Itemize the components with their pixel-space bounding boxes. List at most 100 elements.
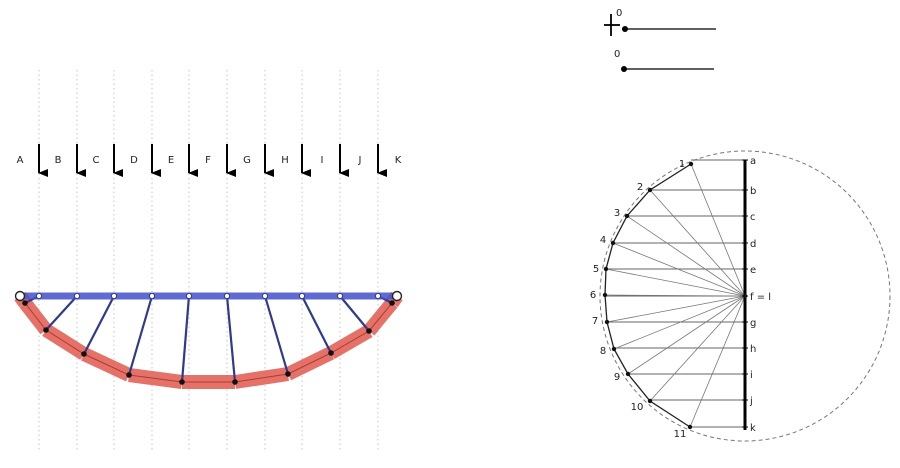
force-point <box>603 266 609 272</box>
load-label: B <box>55 155 62 166</box>
deck-node <box>73 292 81 300</box>
load-label: C <box>93 155 100 166</box>
force-point-label: 9 <box>614 372 620 383</box>
deck-node <box>148 292 156 300</box>
load-line-label: k <box>750 423 756 434</box>
vertical-guide-lines <box>38 70 379 450</box>
hanger-strut <box>127 295 154 376</box>
force-point-label: 11 <box>674 429 687 440</box>
arch-node <box>22 300 28 306</box>
hanger-strut <box>301 295 332 354</box>
hanger-struts <box>24 295 393 383</box>
load-arrows <box>38 144 387 177</box>
load-label: G <box>243 155 251 166</box>
load-label: E <box>168 155 174 166</box>
hanger-strut <box>45 295 78 331</box>
slider-2-handle[interactable] <box>621 66 627 72</box>
load-label: I <box>321 155 324 166</box>
structure-nodes <box>14 290 403 385</box>
slider-2-label: 0 <box>614 49 620 60</box>
slider-1-handle[interactable] <box>622 26 628 32</box>
force-ray <box>613 295 746 350</box>
load-label: J <box>358 155 362 166</box>
force-point <box>610 240 616 246</box>
arch-node <box>328 350 334 356</box>
force-point <box>611 346 617 352</box>
slider-2[interactable]: 0 <box>614 49 714 72</box>
arch-node <box>81 351 87 357</box>
force-point-label: 8 <box>600 346 606 357</box>
arch-node <box>126 372 132 378</box>
force-point-label: 3 <box>614 208 620 219</box>
arch-node <box>285 371 291 377</box>
deck-node <box>110 292 118 300</box>
arch-node <box>232 379 238 385</box>
force-point-label: 1 <box>679 159 685 170</box>
load-line-label: c <box>750 212 756 223</box>
hanger-strut <box>225 295 237 383</box>
force-point <box>647 187 653 193</box>
force-ray <box>649 295 746 402</box>
force-point-label: 10 <box>631 402 644 413</box>
force-point <box>625 371 631 377</box>
force-point <box>624 213 630 219</box>
hanger-strut <box>83 295 115 355</box>
force-ray <box>690 163 746 297</box>
funicular-arch <box>14 291 403 389</box>
force-ray <box>612 242 746 297</box>
hanger-strut <box>263 295 290 375</box>
hanger-strut <box>339 295 370 332</box>
force-point <box>688 161 694 167</box>
left-support[interactable] <box>14 290 26 302</box>
load-label: D <box>130 155 138 166</box>
load-label: A <box>17 155 24 166</box>
arch-node <box>366 328 372 334</box>
deck-node <box>223 292 231 300</box>
load-label: H <box>281 155 289 166</box>
construction-circle <box>599 150 891 442</box>
force-point <box>602 292 608 298</box>
force-point-label: 7 <box>592 316 598 327</box>
deck-node <box>35 292 43 300</box>
arch-node <box>43 327 49 333</box>
force-ray <box>604 294 746 297</box>
force-ray <box>626 215 746 297</box>
load-line-label: g <box>750 318 756 329</box>
load-label: K <box>395 155 402 166</box>
load-labels: A B C D E F G H I J K <box>17 155 402 166</box>
load-line-label: i <box>750 370 753 381</box>
load-label: F <box>205 155 211 166</box>
force-ray <box>649 189 746 297</box>
load-line-label: b <box>750 186 756 197</box>
load-line-label: h <box>750 344 756 355</box>
hanger-strut <box>180 295 191 383</box>
deck-node <box>261 292 269 300</box>
load-line-label: j <box>749 396 753 407</box>
arch-node <box>179 379 185 385</box>
arch-node <box>389 300 395 306</box>
right-support[interactable] <box>391 290 403 302</box>
force-point-label: 5 <box>593 264 599 275</box>
pole-point <box>742 293 748 299</box>
force-point-label: 6 <box>590 290 596 301</box>
force-ray <box>605 268 746 297</box>
force-point <box>687 424 693 430</box>
deck-node <box>298 292 306 300</box>
load-line-label: f = l <box>750 292 771 303</box>
arch-centerline <box>19 295 398 383</box>
load-line-label: a <box>750 156 756 167</box>
load-line-label: e <box>750 265 756 276</box>
load-line-label: d <box>750 239 756 250</box>
slider-1[interactable]: 0 <box>604 8 716 36</box>
force-ray <box>627 295 746 375</box>
force-point <box>604 319 610 325</box>
deck-node <box>185 292 193 300</box>
deck-node <box>374 292 382 300</box>
force-polygon-diagram: 1 2 3 4 5 6 7 8 9 10 11 a b c d e f = l g h i j k <box>590 150 891 442</box>
slider-1-label: 0 <box>616 8 622 19</box>
force-ray <box>606 295 746 323</box>
deck-node <box>336 292 344 300</box>
force-point-label: 4 <box>600 235 606 246</box>
force-point <box>647 398 653 404</box>
